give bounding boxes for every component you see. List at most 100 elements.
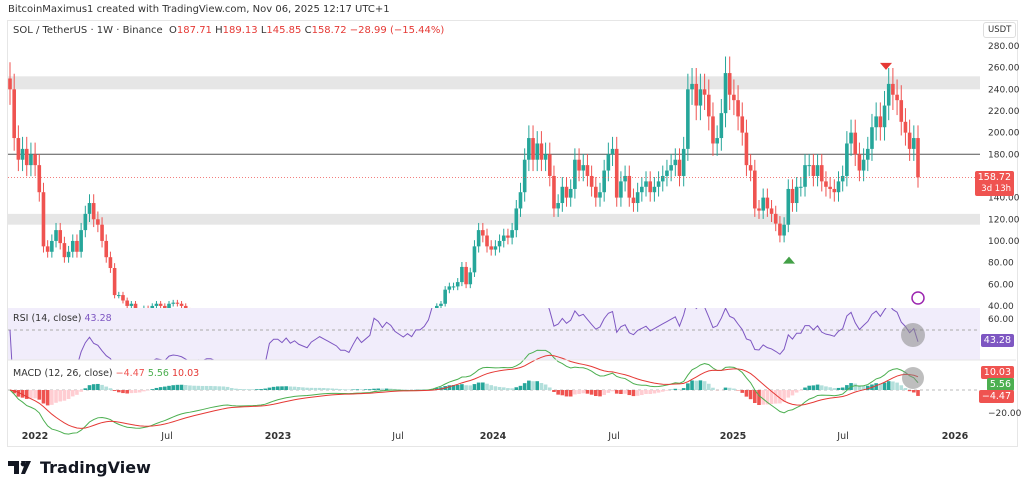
macd-histogram-bar [778,390,782,404]
macd-histogram-bar [732,388,736,390]
candle-body [673,159,678,166]
macd-histogram-bar [129,390,134,394]
macd-histogram-bar [154,387,159,390]
macd-histogram-bar [45,390,50,406]
macd-histogram-bar [209,385,213,390]
tradingview-logo[interactable]: TradingView [8,458,151,477]
macd-histogram-bar [284,386,288,390]
macd-histogram-bar [912,390,916,393]
macd-histogram-bar [393,388,397,390]
macd-histogram-bar [179,384,184,390]
candle-body [54,230,58,241]
macd-histogram-bar [539,383,544,390]
candle-body [527,138,531,160]
candle-body [598,192,602,198]
macd-histogram-bar [313,387,318,390]
macd-histogram-bar [886,381,891,390]
candle-body [623,175,627,182]
candle-body [154,303,159,306]
candle-body [840,175,845,182]
candle-body [91,203,96,220]
macd-histogram-bar [614,390,619,394]
macd-signal-line [9,354,919,429]
candle-body [811,165,816,176]
candle-body [681,148,686,176]
candle-body [614,148,619,198]
candle-body [698,89,703,106]
candle-body [16,138,21,160]
macd-hist-value: −4.47 [115,368,145,379]
macd-histogram-bar [192,385,196,390]
macd-histogram-bar [158,387,163,390]
macd-histogram-bar [372,388,376,390]
macd-histogram-bar [568,390,573,397]
macd-histogram-bar [585,390,590,394]
macd-legend: MACD (12, 26, close) −4.47 5.56 10.03 [13,368,199,379]
candle-body [510,230,514,238]
candle-body [455,282,460,287]
macd-histogram-bar [853,383,858,390]
candle-body [594,186,598,198]
candle-body [485,235,489,247]
close-value: 158.72 [311,25,347,36]
time-tick: Jul [836,431,848,442]
macd-histogram-bar [175,384,180,390]
macd-histogram-bar [757,390,761,406]
macd-histogram-bar [334,388,339,390]
candle-body [899,100,904,122]
macd-histogram-bar [744,390,749,397]
candle-body [560,186,565,204]
candle-body [87,203,92,214]
macd-histogram-bar [811,385,816,390]
candle-body [744,132,749,166]
candle-body [116,295,121,297]
macd-histogram-bar [481,382,485,390]
macd-histogram-bar [460,384,464,390]
macd-histogram-bar [631,390,636,397]
candle-body [912,138,916,149]
macd-histogram-bar [12,390,16,394]
candle-body [644,181,648,187]
macd-histogram-bar [275,386,280,390]
candle-body [96,219,100,225]
macd-histogram-bar [50,390,54,405]
price-tick: 280.00 [988,42,1020,52]
macd-histogram-bar [376,388,381,390]
macd-histogram-bar [250,389,255,390]
macd-histogram-bar [644,390,648,395]
macd-histogram-bar [845,385,849,390]
candle-body [824,181,828,187]
macd-histogram-bar [363,389,368,390]
currency-button[interactable]: USDT [983,22,1017,38]
candle-body [619,181,623,198]
macd-histogram-bar [263,388,268,390]
candle-body [45,246,50,252]
macd-histogram-bar [104,386,109,390]
macd-histogram-bar [200,385,205,390]
candle-body [183,305,188,308]
macd-histogram-bar [259,389,263,390]
macd-histogram-bar [828,387,832,390]
candle-body [778,223,782,236]
tradingview-logo-icon [8,460,31,474]
last-price-tag: 158.72 3d 13h [974,171,1014,196]
macd-histogram-bar [803,387,807,390]
macd-histogram-bar [522,383,527,390]
macd-histogram-bar [547,387,552,390]
macd-histogram-bar [183,384,188,390]
candle-body [711,116,715,144]
candle-body [907,132,912,149]
macd-histogram-bar [204,385,209,390]
candle-body [568,188,573,198]
candle-body [853,132,858,155]
candle-body [133,303,138,308]
price-tick: 200.00 [988,129,1020,139]
macd-histogram-bar [535,381,540,390]
candle-body [727,73,732,95]
macd-histogram-bar [531,381,535,390]
candle-body [719,113,724,139]
macd-hist-tag: −4.47 [978,390,1014,403]
candle-body [158,303,163,306]
macd-histogram-bar [698,380,703,390]
